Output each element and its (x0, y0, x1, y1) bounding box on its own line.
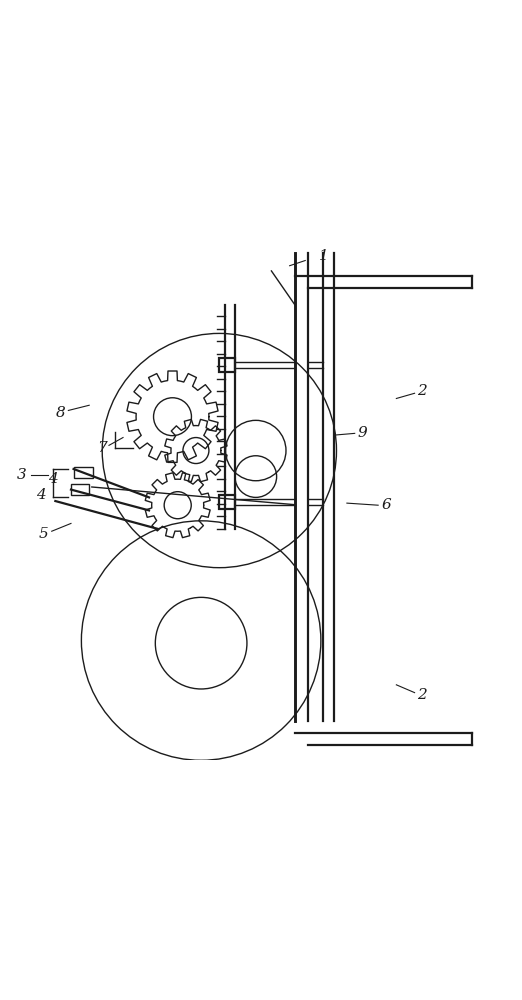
Text: 5: 5 (39, 527, 48, 541)
Text: 9: 9 (358, 426, 367, 440)
Bar (219, 358, 235, 372)
Text: 2: 2 (418, 384, 428, 398)
Bar (219, 495, 235, 509)
Text: 2: 2 (418, 688, 428, 702)
Bar (71, 484, 89, 495)
Text: 8: 8 (56, 406, 65, 420)
Text: 6: 6 (381, 498, 391, 512)
Text: 4: 4 (48, 472, 57, 486)
Bar (74, 467, 93, 478)
Text: 1: 1 (318, 249, 328, 263)
Text: 3: 3 (17, 468, 27, 482)
Text: 7: 7 (97, 441, 107, 455)
Text: 4: 4 (37, 488, 46, 502)
